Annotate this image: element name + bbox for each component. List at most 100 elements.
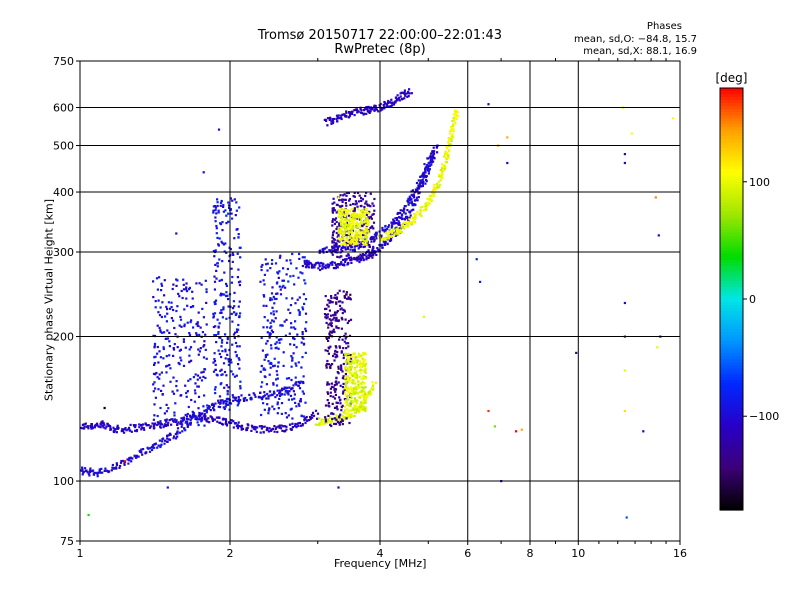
spread-echo-point [273, 408, 276, 411]
spread-echo-point [292, 336, 295, 339]
spread-echo-point [285, 389, 288, 392]
spread-echo-point [266, 319, 269, 322]
trace-point [398, 97, 401, 100]
trace-point [426, 197, 429, 200]
spread-echo-point [365, 191, 368, 194]
trace-point [263, 391, 266, 394]
colorbar-segment [720, 419, 743, 424]
spread-echo-point [347, 352, 350, 356]
spread-echo-point [224, 405, 227, 408]
spread-echo-point [350, 357, 353, 360]
spread-echo-point [299, 400, 302, 403]
trace-point [427, 170, 430, 173]
trace-point [187, 418, 190, 421]
colorbar-segment [720, 374, 743, 378]
spread-echo-point [225, 284, 228, 287]
trace-point [346, 263, 349, 266]
spread-echo-point [372, 245, 375, 248]
trace-point [429, 152, 433, 155]
trace-point [394, 232, 397, 235]
spread-echo-point [327, 401, 330, 405]
spread-echo-point [344, 399, 348, 402]
spread-echo-point [347, 342, 350, 345]
spread-echo-point [220, 278, 223, 282]
trace-point [309, 262, 312, 265]
spread-echo-point [355, 361, 358, 364]
scatter-point [479, 280, 482, 283]
spread-echo-point [202, 345, 205, 348]
spread-echo-point [278, 270, 281, 273]
spread-echo-point [231, 307, 235, 310]
spread-echo-point [197, 385, 200, 388]
trace-point [358, 244, 361, 247]
trace-point [340, 248, 343, 251]
spread-echo-point [234, 350, 237, 354]
spread-echo-point [276, 412, 279, 415]
spread-echo-point [237, 268, 240, 271]
spread-echo-point [340, 237, 344, 240]
spread-echo-point [214, 299, 218, 302]
trace-point [394, 100, 397, 103]
spread-echo-point [336, 408, 339, 411]
trace-point [445, 145, 448, 148]
trace-point [414, 199, 417, 202]
trace-point [350, 261, 353, 264]
trace-point [323, 118, 326, 121]
spread-echo-point [279, 293, 283, 296]
spread-echo-point [337, 421, 340, 424]
trace-point [126, 458, 129, 461]
spread-echo-point [157, 361, 160, 364]
spread-echo-point [362, 353, 365, 356]
trace-point [212, 405, 216, 408]
spread-echo-point [235, 228, 238, 231]
trace-point [329, 249, 332, 252]
spread-echo-point [232, 253, 235, 256]
spread-echo-point [219, 204, 222, 207]
trace-point [342, 411, 345, 414]
spread-echo-point [363, 369, 366, 372]
trace-point [331, 119, 334, 122]
colorbar-segment [720, 368, 743, 372]
spread-echo-point [347, 359, 350, 362]
spread-echo-point [218, 406, 222, 409]
colorbar-segment [720, 476, 743, 481]
spread-echo-point [233, 311, 236, 314]
spread-echo-point [324, 307, 327, 311]
spread-echo-point [274, 262, 278, 265]
trace-point [100, 422, 104, 425]
spread-echo-point [268, 362, 271, 365]
spread-echo-point [223, 386, 226, 389]
spread-echo-point [349, 242, 352, 245]
spread-echo-point [348, 361, 351, 364]
trace-point [305, 266, 308, 269]
spread-echo-point [343, 388, 346, 392]
spread-echo-point [178, 324, 181, 327]
spread-echo-point [330, 296, 333, 300]
trace-point [224, 399, 227, 403]
spread-echo-point [365, 239, 368, 242]
spread-echo-point [272, 313, 275, 316]
spread-echo-point [234, 331, 237, 334]
trace-point [261, 425, 264, 428]
spread-echo-point [226, 353, 229, 356]
colorbar-segment [720, 314, 743, 318]
spread-echo-point [189, 306, 193, 309]
trace-point [267, 430, 271, 433]
spread-echo-point [156, 414, 159, 418]
trace-point [359, 257, 362, 260]
spread-echo-point [330, 385, 334, 388]
trace-point [383, 105, 386, 108]
colorbar-segment [720, 133, 743, 137]
trace-point [344, 260, 347, 263]
spread-echo-point [187, 379, 190, 382]
x-tick-label: 1 [77, 547, 84, 560]
spread-echo-point [340, 350, 343, 353]
colorbar-segment [720, 142, 743, 146]
colorbar-segment [720, 148, 743, 152]
spread-echo-point [172, 319, 175, 322]
spread-echo-point [194, 415, 197, 418]
spread-echo-point [236, 345, 239, 348]
spread-echo-point [289, 311, 292, 315]
trace-point [405, 92, 408, 95]
trace-point [134, 426, 137, 429]
